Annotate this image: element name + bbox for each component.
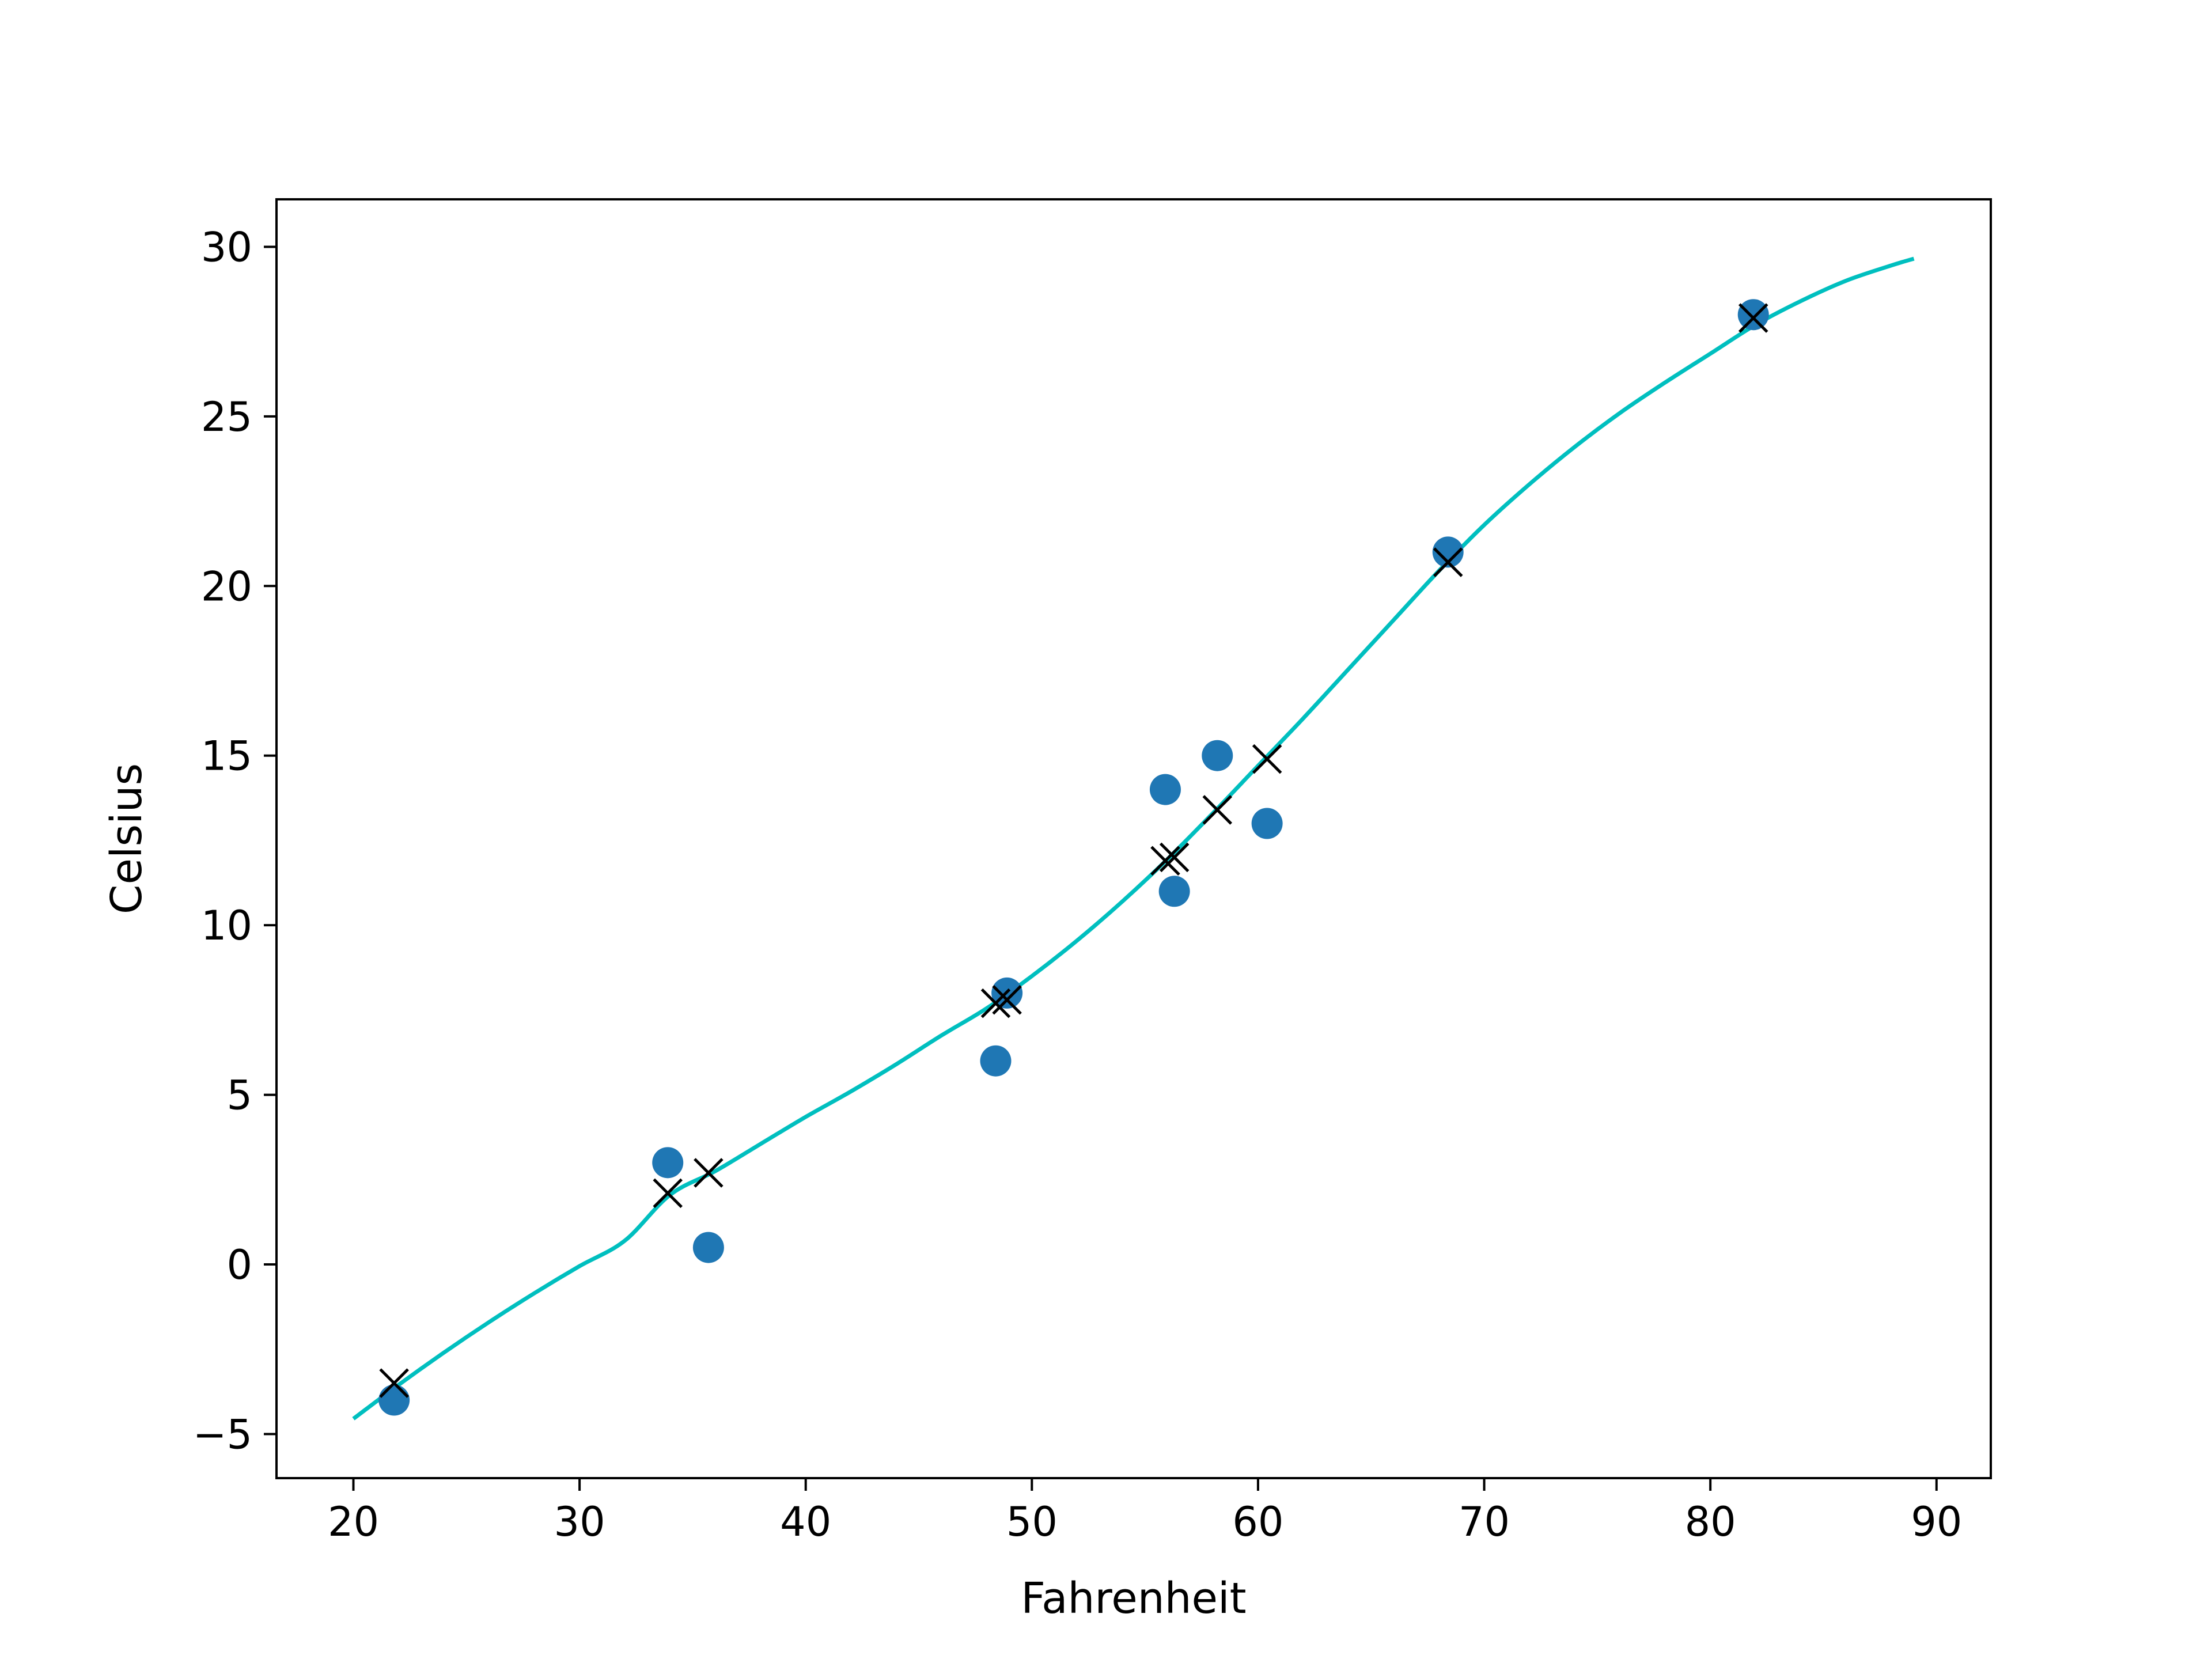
observed-point <box>378 1384 410 1416</box>
predicted-point <box>1252 744 1282 774</box>
axes-frame <box>275 198 1992 1479</box>
y-tick-label: 0 <box>226 1241 252 1289</box>
x-tick-label: 70 <box>1459 1498 1510 1546</box>
x-tick-label: 50 <box>1006 1498 1058 1546</box>
observed-point <box>980 1045 1012 1077</box>
y-axis-label: Celsius <box>102 763 151 914</box>
y-tick-label: 30 <box>201 224 252 271</box>
y-tick-label: 15 <box>201 733 252 780</box>
predicted-point <box>1150 846 1180 876</box>
observed-point <box>1737 299 1769 331</box>
x-tick-label: 30 <box>554 1498 605 1546</box>
x-tick-label: 60 <box>1232 1498 1283 1546</box>
observed-point <box>652 1147 684 1179</box>
observed-point <box>692 1232 724 1263</box>
predicted-point <box>1738 303 1768 333</box>
x-tick-label: 40 <box>780 1498 831 1546</box>
predicted-point <box>694 1158 724 1188</box>
observed-point <box>1251 808 1283 839</box>
predicted-point <box>1202 795 1233 825</box>
y-axis: −5 0 5 10 15 20 25 30 <box>193 224 276 1458</box>
y-tick-label: 10 <box>201 902 252 949</box>
y-tick-label: 25 <box>201 393 252 441</box>
predicted-point <box>379 1368 409 1398</box>
observed-point <box>1432 536 1464 568</box>
predicted-point <box>992 984 1022 1015</box>
x-axis: 20 30 40 50 60 70 80 90 <box>328 1478 1962 1546</box>
observed-point <box>1158 876 1190 907</box>
predicted-point <box>1433 547 1463 577</box>
y-tick-label: −5 <box>193 1411 252 1458</box>
observed-point <box>1202 740 1233 771</box>
plot-area <box>352 256 1915 1421</box>
predicted-point <box>1159 842 1190 873</box>
predicted-point <box>980 988 1011 1018</box>
y-tick-label: 5 <box>226 1072 252 1119</box>
observed-point <box>1149 774 1181 805</box>
x-tick-label: 90 <box>1911 1498 1962 1546</box>
x-tick-label: 20 <box>328 1498 379 1546</box>
x-axis-label: Fahrenheit <box>1021 1574 1246 1623</box>
x-tick-label: 80 <box>1685 1498 1736 1546</box>
y-tick-label: 20 <box>201 563 252 610</box>
predicted-point <box>653 1178 683 1209</box>
